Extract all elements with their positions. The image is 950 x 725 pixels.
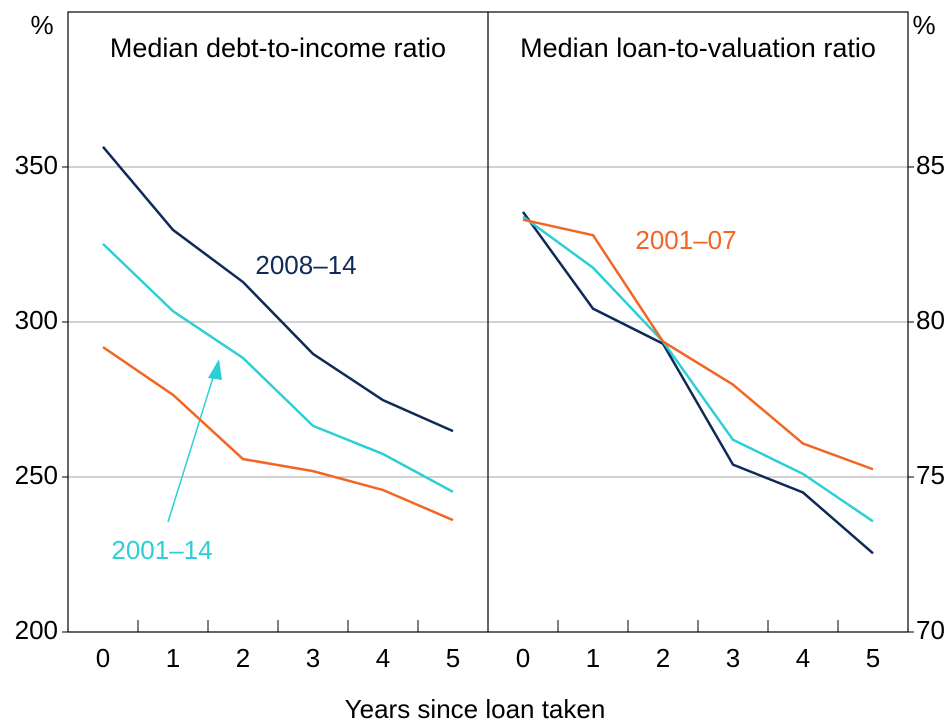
- x-tick-label: 5: [446, 643, 460, 673]
- series-annotation: 2008–14: [255, 250, 356, 280]
- series-annotation: 2001–07: [635, 225, 736, 255]
- x-tick-label: 4: [376, 643, 390, 673]
- panel-title: Median loan-to-valuation ratio: [520, 33, 876, 63]
- x-tick-label: 4: [796, 643, 810, 673]
- series-line: [522, 215, 874, 523]
- y-tick-label: 75: [916, 460, 945, 490]
- x-tick-label: 5: [866, 643, 880, 673]
- series-line: [521, 211, 874, 555]
- annotation-arrow: [167, 367, 217, 523]
- series-line: [102, 346, 454, 522]
- series-line: [522, 218, 874, 471]
- y-tick-label: 200: [15, 615, 58, 645]
- x-tick-label: 1: [586, 643, 600, 673]
- y-tick-label: 350: [15, 150, 58, 180]
- y-tick-label: 300: [15, 305, 58, 335]
- x-tick-label: 1: [166, 643, 180, 673]
- y-tick-label: 85: [916, 150, 945, 180]
- series-annotation: 2001–14: [111, 535, 212, 565]
- series-line: [102, 146, 454, 433]
- x-tick-label: 2: [236, 643, 250, 673]
- x-tick-label: 3: [306, 643, 320, 673]
- y-tick-label: 250: [15, 460, 58, 490]
- x-tick-label: 0: [96, 643, 110, 673]
- y-tick-label: 80: [916, 305, 945, 335]
- y-unit: %: [912, 10, 935, 40]
- series-line: [102, 242, 454, 493]
- x-tick-label: 0: [516, 643, 530, 673]
- y-unit: %: [30, 10, 53, 40]
- panel-title: Median debt-to-income ratio: [109, 33, 447, 63]
- x-tick-label: 3: [726, 643, 740, 673]
- x-axis-title: Years since loan taken: [344, 694, 606, 724]
- y-tick-label: 70: [916, 615, 945, 645]
- annotation-arrowhead: [208, 359, 222, 380]
- x-tick-label: 2: [656, 643, 670, 673]
